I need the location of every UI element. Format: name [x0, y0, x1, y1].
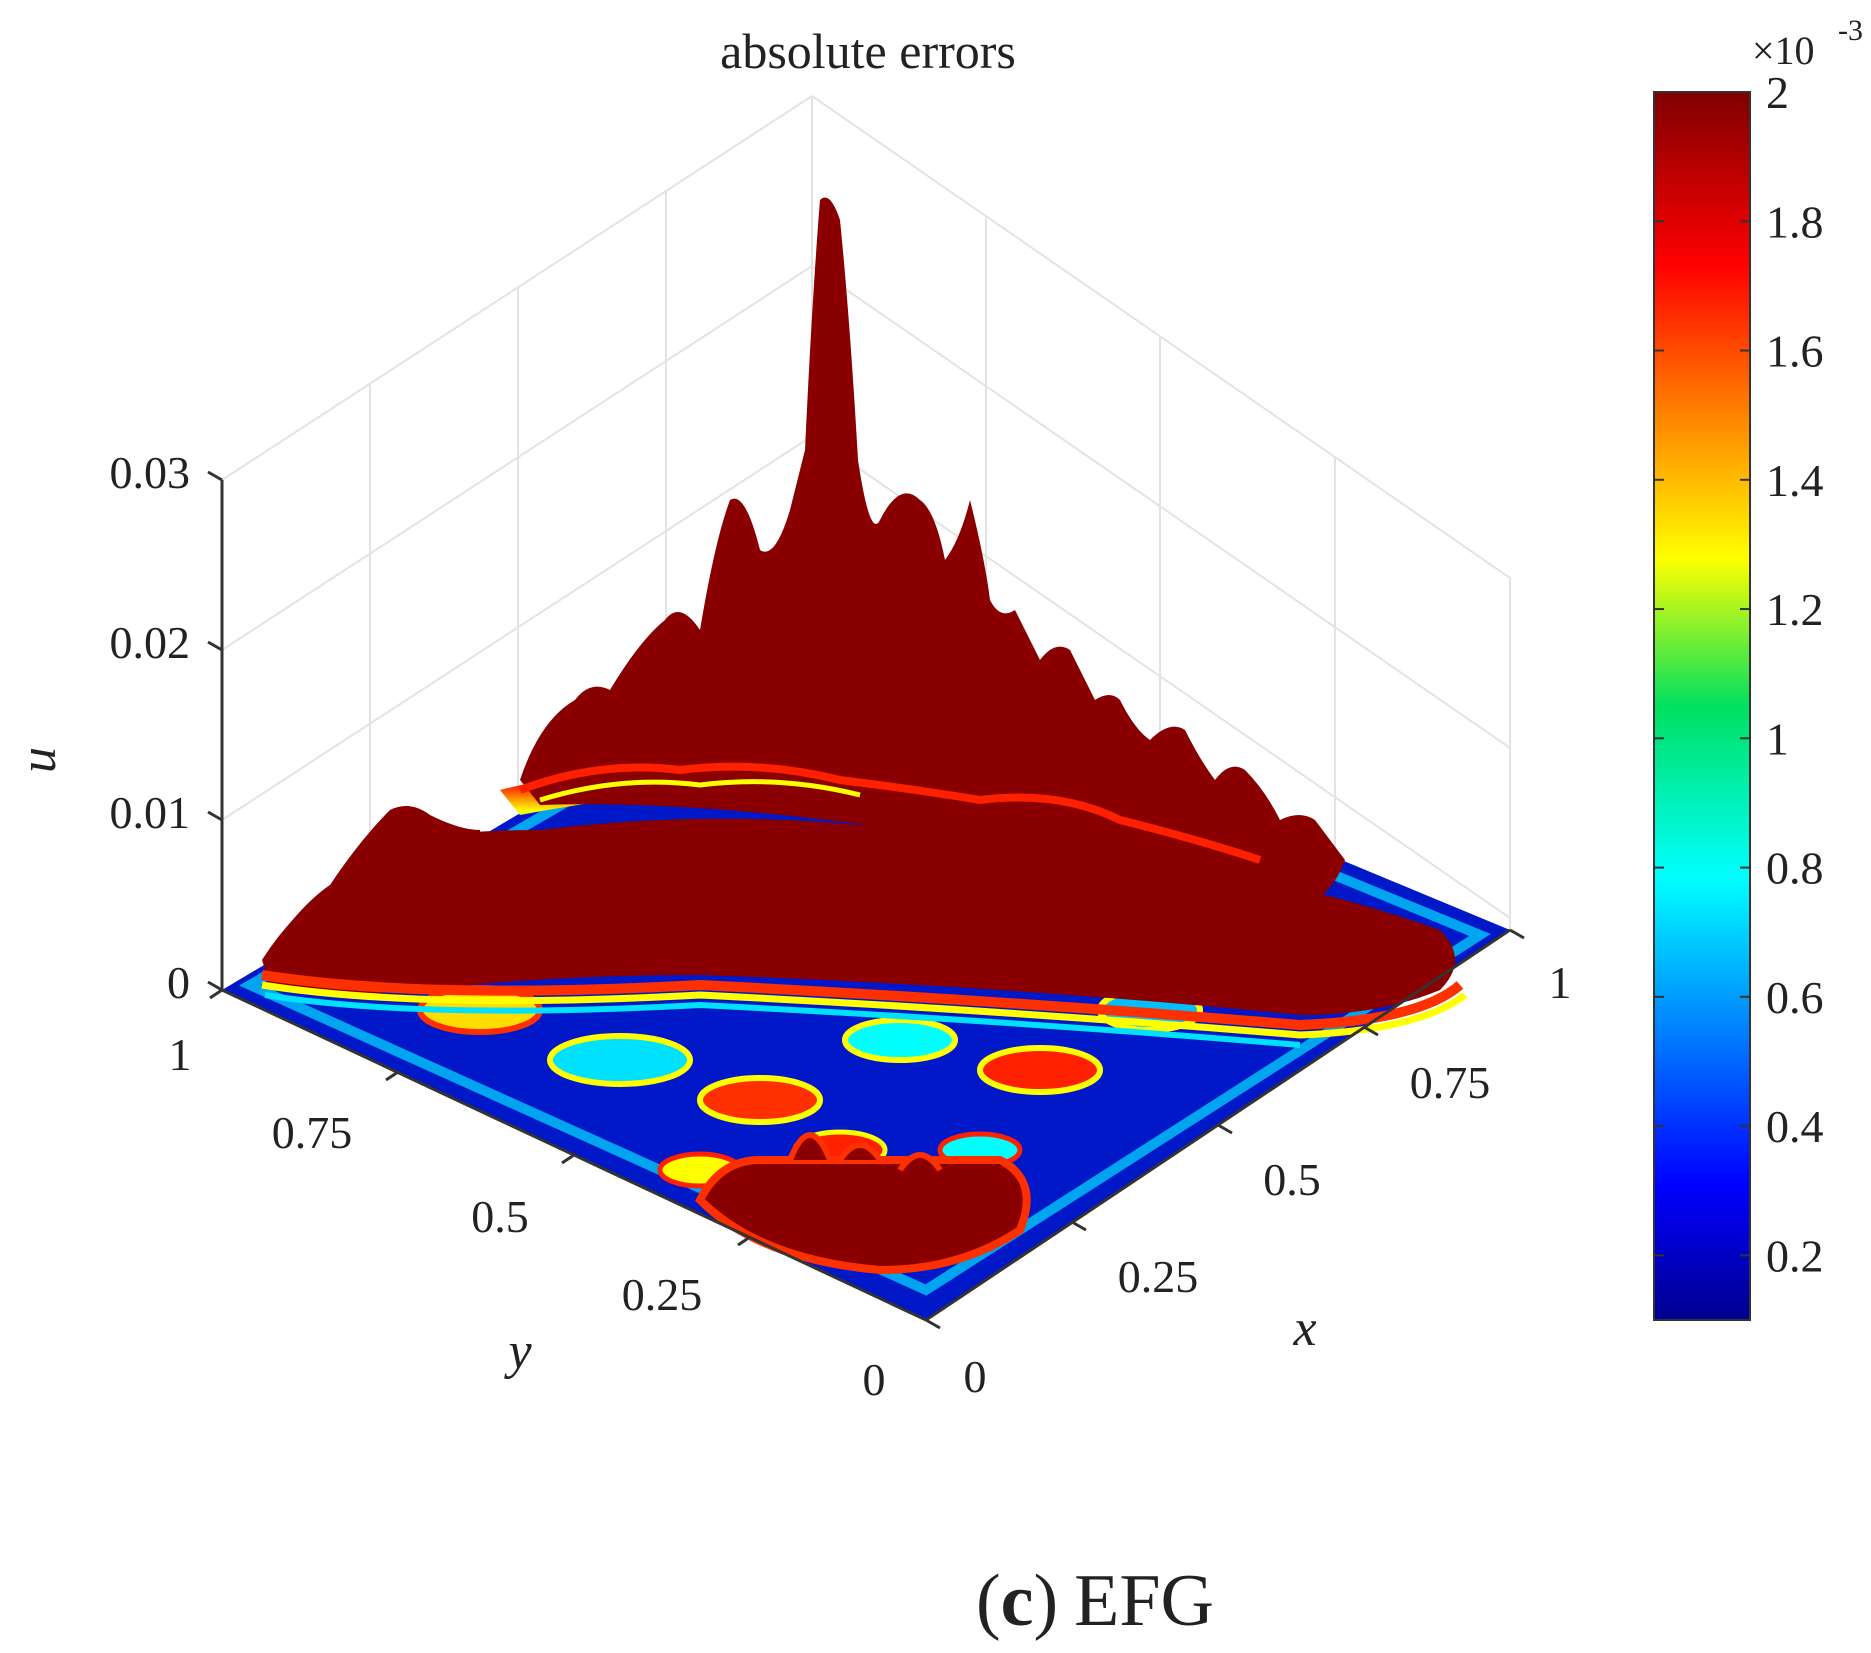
colorbar	[1653, 91, 1751, 1321]
figure-caption: (c) EFG	[976, 1560, 1214, 1642]
x-tick-label-1: 1	[1549, 957, 1572, 1008]
caption-paren-open: (	[976, 1560, 1001, 1642]
x-tick-label-0: 0	[964, 1351, 987, 1402]
y-tick-mark-4	[737, 1235, 751, 1247]
colorbar-tick-label: 0.6	[1766, 972, 1824, 1023]
saturated-band-edge	[261, 970, 1464, 1031]
box-gridlines	[221, 95, 1511, 930]
x-tick-mark-2	[1217, 1123, 1233, 1135]
left-wall-hline-2	[221, 265, 813, 651]
chart-title: absolute errors	[720, 23, 1016, 79]
y-tick-mark-3	[561, 1153, 575, 1165]
svg-text:(c)EFG: (c) EFG	[976, 1560, 1214, 1642]
y-tick-label-0: 0	[863, 1354, 886, 1405]
colorbar-tick-label: 2	[1766, 67, 1789, 118]
y-tick-label-05: 0.5	[471, 1191, 529, 1242]
x-axis-label: x	[1292, 1300, 1316, 1357]
y-axis-label: y	[503, 1323, 532, 1380]
z-tick-label-1: 0.01	[110, 787, 191, 838]
saturated-band-edge-3	[264, 992, 1301, 1048]
x-tick-label-075: 0.75	[1410, 1057, 1491, 1108]
caption-paren-close: )	[1034, 1560, 1059, 1642]
colorbar-tick-label: 1.4	[1766, 455, 1824, 506]
left-wall-hline-1	[221, 435, 813, 821]
colorbar-tick-label: 1.8	[1766, 196, 1824, 247]
x-tick-mark-4	[1509, 928, 1525, 940]
colorbar-tick-label: 0.4	[1766, 1101, 1824, 1152]
x-axis-ticks: 0 0.25 0.5 0.75 1	[925, 928, 1572, 1402]
ripple-rim	[518, 762, 1262, 864]
z-tick-label-0: 0	[167, 957, 190, 1008]
colorbar-tick-label: 0.8	[1766, 843, 1824, 894]
z-tick-mark-1	[207, 810, 223, 822]
y-tick-label-075: 0.75	[272, 1107, 353, 1158]
x-tick-mark-3	[1363, 1025, 1379, 1037]
colorbar-tick-label: 1.6	[1766, 326, 1824, 377]
y-tick-label-1: 1	[169, 1029, 192, 1080]
z-tick-mark-2	[207, 640, 223, 652]
peak-spike	[520, 197, 1345, 905]
colorbar-tick-label: 1	[1766, 713, 1789, 764]
front-dome-peaks	[787, 1132, 943, 1172]
z-tick-mark-0	[207, 980, 223, 992]
x-tick-mark-0	[925, 1318, 941, 1330]
y-axis-ticks: 1 0.75 0.5 0.25 0	[169, 988, 886, 1405]
y-tick-label-025: 0.25	[622, 1269, 703, 1320]
colorbar-tick-label: 1.2	[1766, 584, 1824, 635]
z-axis-ticks: 0 0.01 0.02 0.03	[110, 447, 223, 1008]
colorbar-exponent: -3	[1838, 14, 1863, 47]
y-tick-mark-1	[209, 988, 223, 1000]
right-wall-hline-2	[811, 265, 1511, 749]
left-ridge	[262, 806, 480, 960]
x-tick-mark-1	[1071, 1220, 1087, 1232]
caption-method: EFG	[1074, 1560, 1214, 1642]
z-axis-label: u	[10, 747, 67, 773]
x-tick-label-05: 0.5	[1263, 1154, 1321, 1205]
z-tick-label-2: 0.02	[110, 617, 191, 668]
z-tick-label-3: 0.03	[110, 447, 191, 498]
front-dome	[695, 1156, 1031, 1275]
colorbar-exponent-base: ×10	[1752, 28, 1815, 73]
colorbar-ticks: 0.2 0.4 0.6 0.8 1 1.2 1.4 1.6 1.8 2	[1654, 67, 1824, 1281]
x-tick-label-025: 0.25	[1118, 1251, 1199, 1302]
ripple-rim-yellow	[539, 779, 861, 803]
y-tick-mark-2	[385, 1070, 399, 1082]
caption-letter: c	[1001, 1560, 1034, 1642]
z-tick-mark-3	[207, 470, 223, 482]
colorbar-tick-label: 0.2	[1766, 1230, 1824, 1281]
